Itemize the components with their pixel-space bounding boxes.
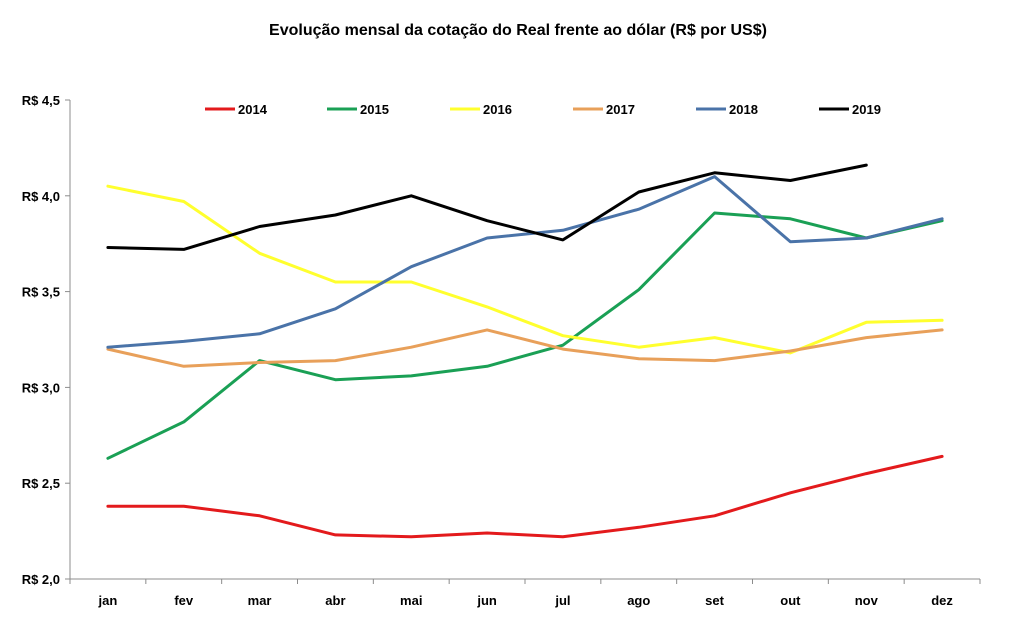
y-tick-label: R$ 4,5 (22, 93, 60, 108)
series-line-2014 (106, 454, 944, 539)
legend-label-2015: 2015 (360, 102, 389, 117)
x-tick-label: abr (325, 593, 345, 608)
x-tick-label: jan (98, 593, 118, 608)
y-tick-label: R$ 4,0 (22, 189, 60, 204)
x-tick-label: ago (627, 593, 650, 608)
chart-axes: R$ 2,0 R$ 2,5 R$ 3,0 R$ 3,5 R$ 4,0 R$ 4,5 jan f… (22, 93, 981, 608)
legend-label-2016: 2016 (483, 102, 512, 117)
series-line-2017 (106, 328, 944, 368)
chart-title: Evolução mensal da cotação do Real frent… (269, 22, 767, 39)
legend-label-2018: 2018 (729, 102, 758, 117)
y-tick-label: R$ 2,0 (22, 572, 60, 587)
x-tick-label: set (705, 593, 724, 608)
legend-label-2014: 2014 (238, 102, 268, 117)
y-tick-label: R$ 3,0 (22, 380, 60, 395)
series-line-2016 (106, 184, 944, 355)
x-tick-label: mai (400, 593, 422, 608)
x-tick-label: dez (931, 593, 953, 608)
legend-label-2019: 2019 (852, 102, 881, 117)
y-tick-label: R$ 3,5 (22, 285, 60, 300)
series-line-2019 (106, 163, 868, 251)
x-tick-label: nov (855, 593, 879, 608)
series-line-2018 (106, 175, 944, 349)
y-tick-label: R$ 2,5 (22, 476, 60, 491)
x-tick-label: jun (476, 593, 497, 608)
x-tick-label: jul (554, 593, 570, 608)
legend: 2014 2015 2016 2017 2018 2019 (205, 102, 881, 117)
series-layer (106, 163, 944, 539)
x-tick-label: fev (174, 593, 194, 608)
legend-label-2017: 2017 (606, 102, 635, 117)
x-tick-label: mar (248, 593, 272, 608)
x-tick-label: out (780, 593, 801, 608)
series-line-2015 (106, 211, 944, 460)
